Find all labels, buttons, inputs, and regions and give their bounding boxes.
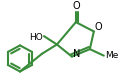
Text: Me: Me [105,51,118,60]
Text: O: O [95,22,102,32]
Text: N: N [73,49,80,59]
Text: HO: HO [29,33,43,41]
Text: O: O [72,1,80,11]
